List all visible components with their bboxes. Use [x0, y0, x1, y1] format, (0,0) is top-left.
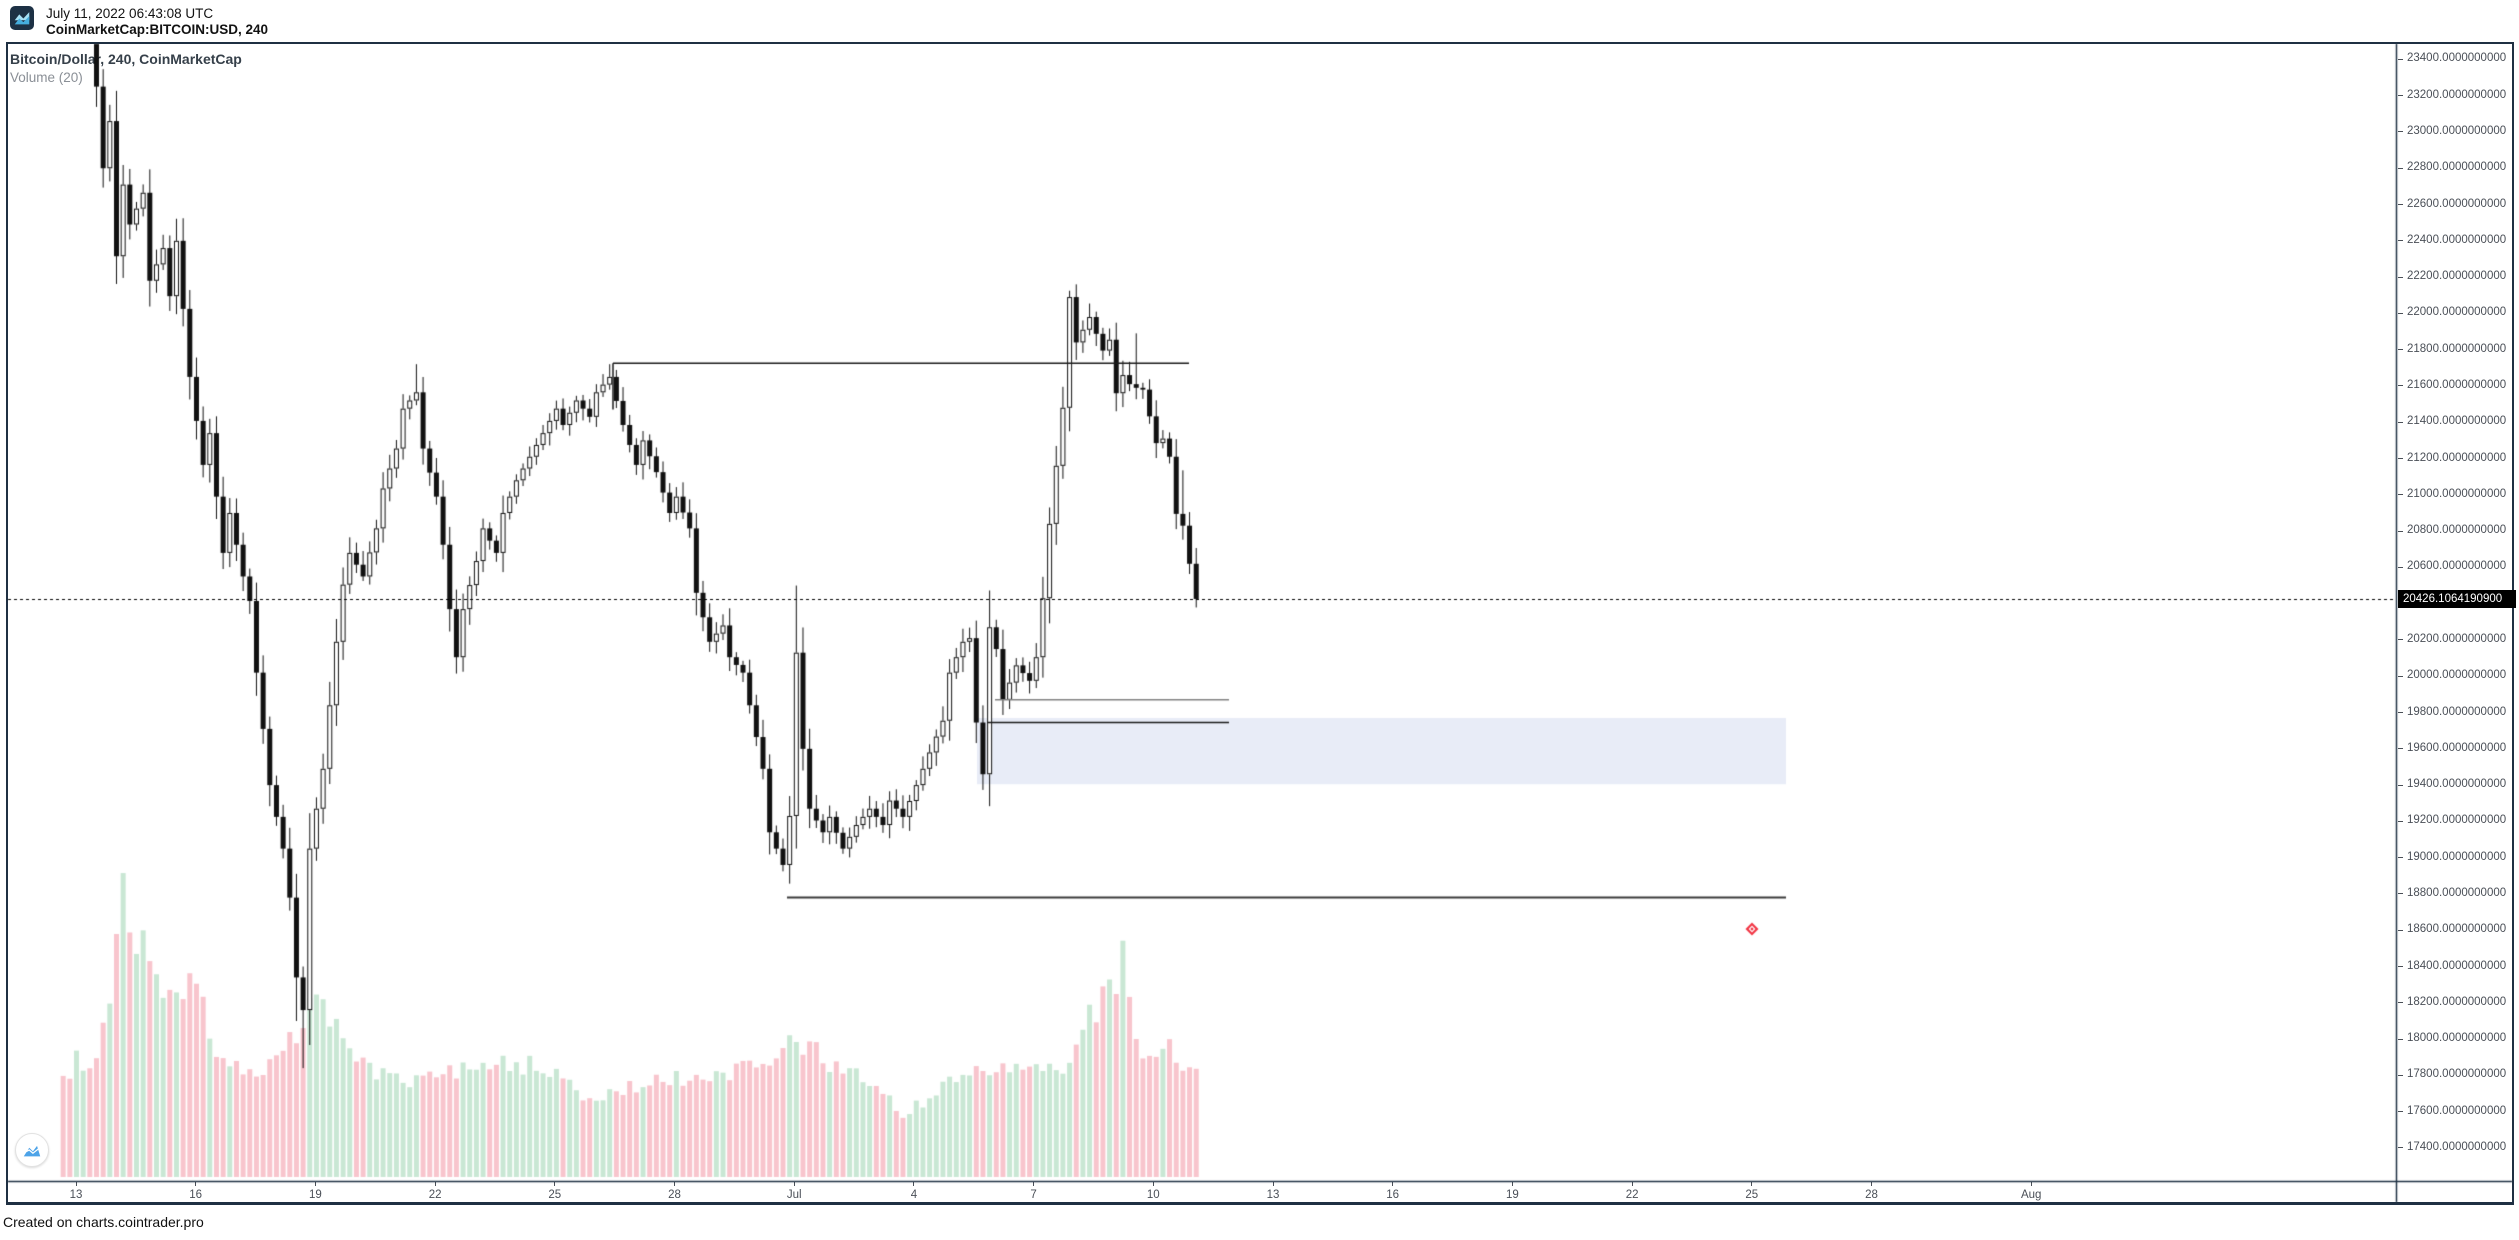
time-tick	[314, 1182, 316, 1186]
time-axis-label: 25	[1745, 1189, 1759, 1201]
symbol-title: CoinMarketCap:BITCOIN:USD, 240	[46, 22, 269, 37]
time-axis-label: 7	[1030, 1189, 1037, 1201]
time-axis-label: 4	[910, 1189, 918, 1201]
time-tick	[1631, 1182, 1633, 1186]
footer-credit: Created on charts.cointrader.pro	[3, 1214, 204, 1230]
time-axis-label: Jul	[786, 1189, 802, 1201]
time-axis-label: 19	[308, 1189, 322, 1201]
current-price-badge: 20426.1064190900	[2398, 590, 2516, 608]
time-tick	[554, 1182, 556, 1186]
time-tick	[1152, 1182, 1154, 1186]
time-tick	[1033, 1182, 1035, 1186]
time-axis-label: 28	[1865, 1189, 1878, 1201]
time-tick	[75, 1182, 77, 1186]
watermark-logo-icon[interactable]	[15, 1133, 49, 1167]
time-axis-label: Aug	[2020, 1189, 2042, 1201]
time-tick	[793, 1182, 795, 1186]
time-axis-label: 13	[69, 1189, 83, 1201]
time-tick	[1392, 1182, 1394, 1186]
time-tick	[434, 1182, 436, 1186]
time-axis-label: 13	[1266, 1189, 1280, 1201]
time-tick	[2030, 1182, 2032, 1186]
time-axis-label: 16	[189, 1189, 203, 1201]
time-tick	[913, 1182, 915, 1186]
header-text: July 11, 2022 06:43:08 UTC CoinMarketCap…	[46, 6, 268, 38]
time-axis-label: 22	[428, 1189, 442, 1201]
timestamp: July 11, 2022 06:43:08 UTC	[46, 6, 214, 21]
app-logo-icon[interactable]	[10, 6, 34, 30]
time-axis-label: 19	[1505, 1189, 1519, 1201]
time-axis-label: 16	[1386, 1189, 1400, 1201]
time-axis-label: 10	[1146, 1189, 1160, 1201]
time-tick	[195, 1182, 197, 1186]
header: July 11, 2022 06:43:08 UTC CoinMarketCap…	[10, 6, 268, 38]
time-axis-label: 22	[1625, 1189, 1639, 1201]
time-tick	[1871, 1182, 1872, 1186]
time-tick	[1272, 1182, 1274, 1186]
time-axis-label: 25	[548, 1189, 562, 1201]
time-axis-label: 28	[668, 1189, 681, 1201]
time-tick	[1511, 1182, 1513, 1186]
time-tick	[674, 1182, 675, 1186]
time-tick	[1751, 1182, 1753, 1186]
